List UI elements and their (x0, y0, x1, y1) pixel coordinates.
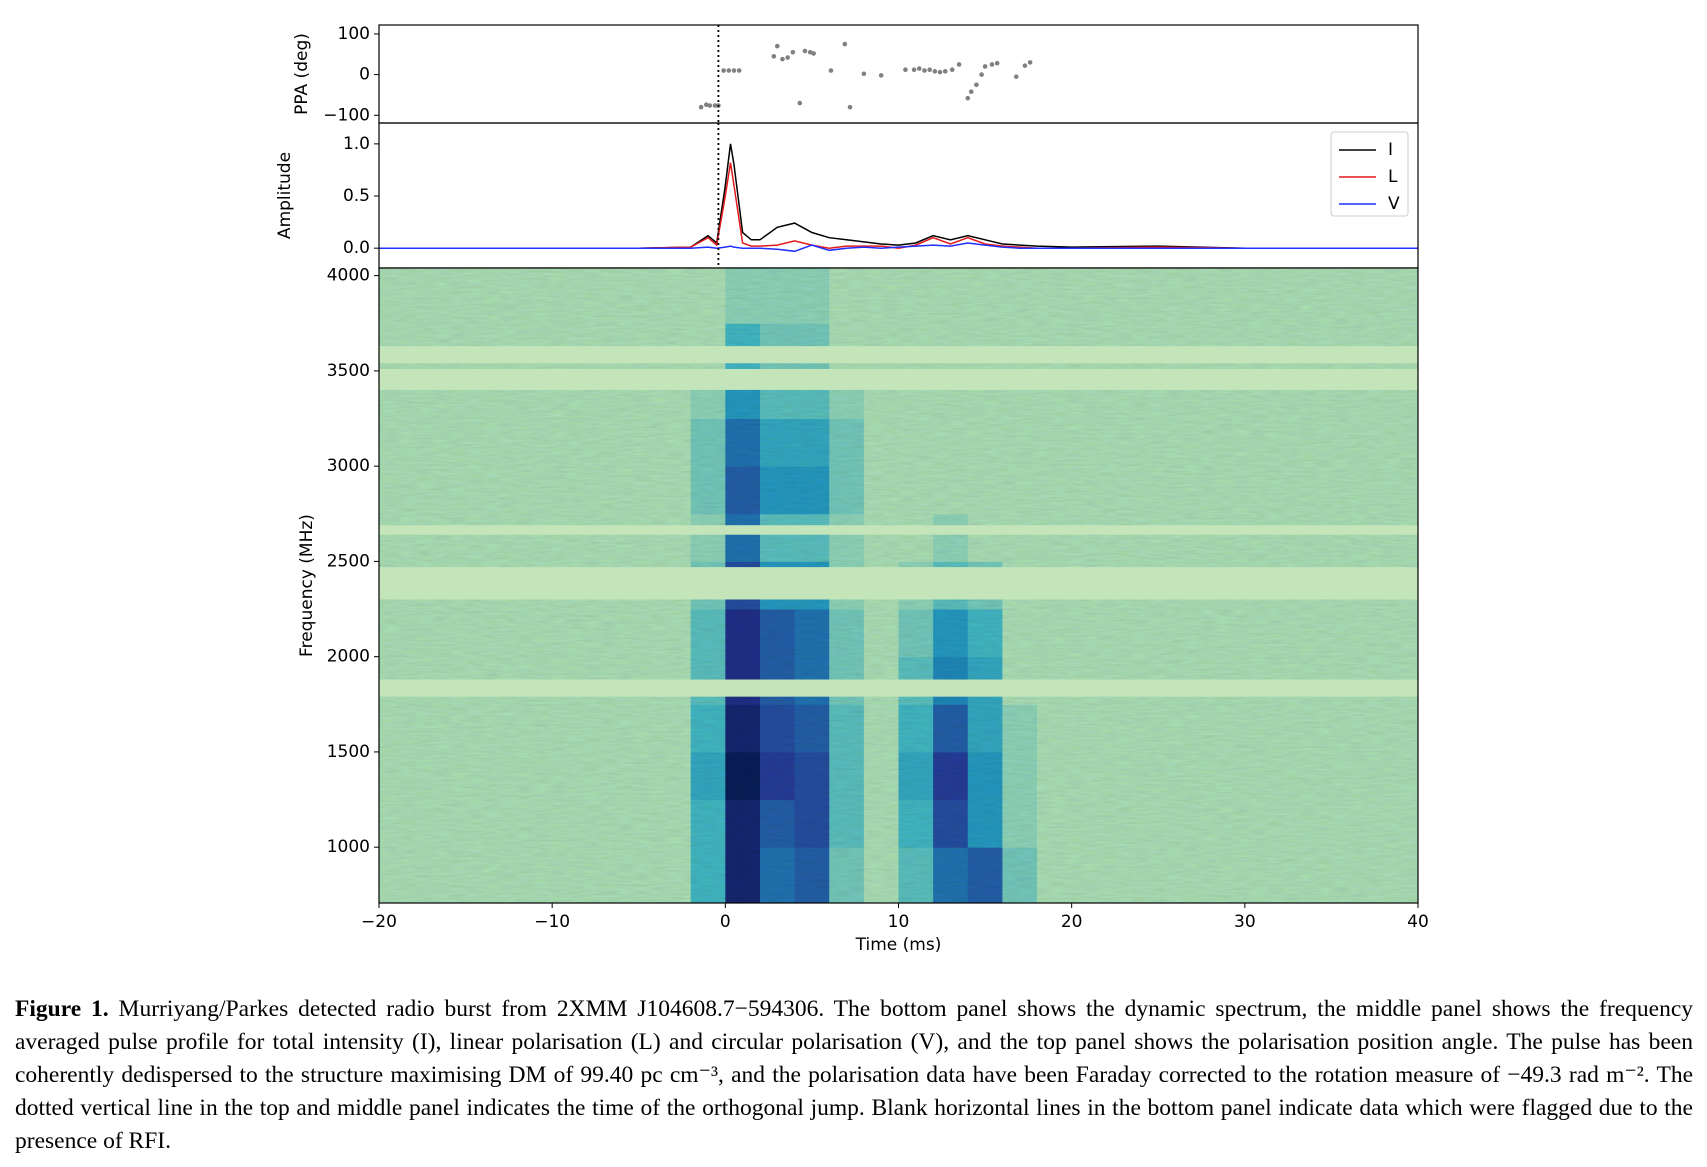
ppa-point (878, 73, 884, 78)
ppa-point (780, 56, 785, 62)
axes-frame (378, 24, 1419, 124)
ppa-point (989, 62, 995, 67)
y-tick-label: 1500 (327, 742, 370, 762)
x-tick-label: 30 (1234, 912, 1256, 932)
x-tick-label: 40 (1407, 912, 1429, 932)
y-tick-label: −100 (323, 105, 370, 125)
ppa-point (726, 68, 732, 73)
x-tick-label: 20 (1061, 912, 1083, 932)
ppa-point (916, 66, 922, 71)
caption-text: Murriyang/Parkes detected radio burst fr… (15, 996, 1693, 1154)
legend-label: L (1388, 167, 1398, 187)
y-tick-label: 3000 (327, 456, 370, 476)
legend-label: V (1388, 194, 1400, 214)
ppa-point (828, 68, 834, 73)
ppa-point (1022, 63, 1028, 68)
flagged-band (379, 368, 1418, 390)
ppa-point (974, 82, 979, 88)
ppa-point (1013, 74, 1019, 79)
caption: Figure 1. Murriyang/Parkes detected radi… (15, 993, 1693, 1158)
profile-line (379, 162, 1418, 249)
ppa-point (774, 43, 780, 49)
y-tick-label: 2500 (327, 551, 370, 571)
ppa-point (965, 95, 971, 101)
ppa-point (731, 68, 737, 73)
axes-frame (378, 122, 1419, 269)
x-axis-label: Time (ms) (855, 935, 942, 955)
y-tick-label: 1000 (327, 837, 370, 857)
ppa-point (949, 67, 955, 73)
ppa-point (771, 54, 777, 59)
y-tick-label: 0 (359, 65, 370, 85)
ppa-point (911, 67, 917, 73)
legend-label: I (1388, 140, 1393, 160)
flagged-band (379, 525, 1418, 535)
ppa-point (903, 67, 908, 73)
x-tick-label: 10 (888, 912, 910, 932)
ppa-point (922, 68, 927, 73)
y-tick-label: 100 (338, 24, 370, 44)
profile-line (379, 242, 1418, 253)
y-tick-label: 2000 (327, 647, 370, 667)
y-axis-label: Frequency (MHz) (297, 514, 317, 657)
ppa-point (842, 41, 848, 47)
ppa-point (736, 68, 742, 73)
ppa-point (956, 62, 962, 67)
ppa-point (1027, 60, 1033, 65)
y-tick-label: 4000 (327, 266, 370, 286)
ppa-point (927, 67, 932, 73)
y-axis-label: PPA (deg) (292, 33, 312, 115)
ppa-point (811, 51, 816, 56)
flagged-band (379, 567, 1418, 600)
flagged-band (379, 346, 1418, 364)
ppa-point (847, 104, 853, 110)
y-tick-label: 0.0 (343, 238, 370, 258)
x-tick-label: −10 (534, 912, 570, 932)
ppa-point (802, 48, 808, 54)
ppa-point (785, 55, 790, 60)
ppa-point (942, 69, 948, 74)
x-tick-label: 0 (720, 912, 731, 932)
legend-box (1330, 131, 1409, 217)
ppa-point (703, 102, 709, 108)
y-tick-label: 3500 (327, 361, 370, 381)
caption-label: Figure 1. (15, 996, 109, 1022)
ppa-point (807, 49, 813, 55)
y-tick-label: 0.5 (343, 186, 370, 206)
ppa-point (790, 49, 796, 55)
ppa-point (707, 103, 713, 108)
profile-line (379, 143, 1418, 249)
ppa-point (994, 60, 1000, 66)
ppa-point (712, 103, 718, 108)
flagged-band (379, 679, 1418, 697)
ppa-point (982, 64, 988, 69)
x-tick-label: −20 (361, 912, 397, 932)
ppa-point (979, 72, 984, 77)
ppa-point (968, 89, 974, 94)
ppa-point (721, 68, 726, 73)
ppa-point (937, 69, 943, 75)
y-axis-label: Amplitude (275, 152, 295, 239)
ppa-point (797, 100, 803, 106)
ppa-point (861, 71, 867, 77)
ppa-point (932, 69, 938, 74)
heatmap (379, 268, 1418, 903)
ppa-point (698, 104, 704, 110)
y-tick-label: 1.0 (343, 134, 370, 154)
